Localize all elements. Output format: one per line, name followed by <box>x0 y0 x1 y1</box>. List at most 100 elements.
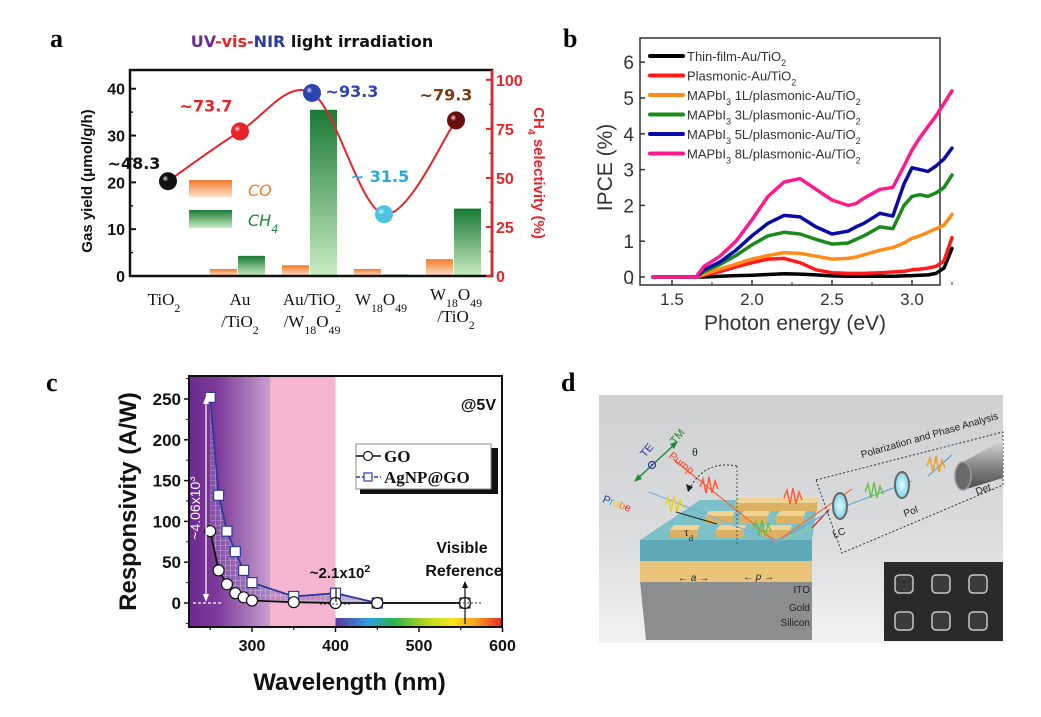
y2-tick-label: 50 <box>496 171 514 188</box>
chart-b-frame <box>639 37 941 286</box>
x-tick-label: 2.5 <box>820 290 844 309</box>
marker-go <box>212 564 225 577</box>
nanoblock-top <box>735 498 765 503</box>
y-axis-label: Responsivity (A/W) <box>115 392 142 611</box>
beams <box>634 441 953 545</box>
angle-arc <box>689 464 738 489</box>
nanoblock <box>735 503 763 511</box>
y-tick-label: 1 <box>623 232 634 253</box>
legend-label: Thin-film-Au/TiO2 <box>687 49 786 68</box>
marker-go <box>287 596 300 609</box>
legend-swatch-ch4 <box>189 210 232 228</box>
y-tick-label: 6 <box>623 53 634 74</box>
y-tick-label: 10 <box>107 222 125 239</box>
gold-layer <box>640 560 812 582</box>
y-tick-label: 100 <box>153 512 181 531</box>
arrow-head <box>203 396 209 404</box>
x-tick-label: 1.5 <box>660 290 684 309</box>
y-tick-label: 150 <box>153 472 181 491</box>
ito-layer <box>640 540 812 561</box>
title-part: NIR <box>254 32 286 51</box>
nanoblock-top <box>776 511 806 516</box>
bar-ch4 <box>238 255 265 276</box>
y-tick-label: 50 <box>162 553 181 572</box>
marker-go <box>220 578 234 591</box>
pol-label: Pol <box>902 505 919 520</box>
selectivity-label: ~79.3 <box>420 85 473 104</box>
category-label: W18O49 <box>355 290 407 315</box>
arrow-head <box>462 581 468 588</box>
x-tick-label: 500 <box>406 638 433 655</box>
nanoblock <box>740 516 768 524</box>
analysis-box <box>815 431 1004 554</box>
selectivity-point-highlight <box>375 205 393 224</box>
probe-label: Probe <box>601 494 633 515</box>
sem-nanoblock <box>894 611 914 631</box>
silicon-layer <box>640 581 812 640</box>
y-tick-label: 5 <box>623 89 634 110</box>
panel-label-c: c <box>46 368 58 397</box>
marker-agnp-go <box>213 489 225 501</box>
a-label: ← a → <box>678 573 709 584</box>
substrate-stack <box>640 500 818 640</box>
marker-agnp-go <box>229 545 241 558</box>
x-tick-label: 300 <box>239 638 266 655</box>
selectivity-point-highlight <box>447 111 465 130</box>
p-label: ← p → <box>743 572 774 583</box>
y-tick-label: 2 <box>623 196 634 217</box>
category-label: Au/TiO2 <box>283 290 341 315</box>
sem-nanoblock <box>968 611 988 631</box>
optics <box>832 440 1003 520</box>
bar-ch4 <box>454 208 481 276</box>
title-part: UV <box>191 32 217 51</box>
legend-box <box>355 443 492 490</box>
legend-label-go: GO <box>384 447 410 466</box>
tm-axis <box>636 444 675 480</box>
sem-inset <box>884 562 1003 641</box>
selectivity-label: ~93.3 <box>326 82 379 101</box>
panel-label-b: b <box>563 24 578 53</box>
selectivity-label: ~ 31.5 <box>351 167 409 186</box>
nanoblock <box>716 530 744 538</box>
pol-element <box>894 471 910 499</box>
y-tick-label: 30 <box>107 129 125 146</box>
panel-label-d: d <box>561 368 576 397</box>
category-label: TiO2 <box>148 290 181 315</box>
series-line-agnp-go <box>209 397 465 604</box>
nanoblock <box>762 503 790 511</box>
selectivity-label: ~73.7 <box>180 96 233 115</box>
chart-c: ~4.06x103 ~2.1x102 Visible Reference @5V 300… <box>115 375 516 696</box>
nanoblock-top <box>762 498 792 503</box>
near-uv-region <box>270 376 336 627</box>
marker-go <box>204 525 217 538</box>
nanoblock-top <box>670 525 700 530</box>
marker-go <box>245 594 259 607</box>
nanoblock <box>762 530 790 538</box>
bar-co <box>210 268 237 276</box>
enhancement-label-400: ~2.1x102 <box>310 563 371 582</box>
marker-go <box>371 596 384 610</box>
title-part: light irradiation <box>285 32 433 51</box>
arrow-head <box>203 594 209 602</box>
tau-label: τd <box>684 525 694 543</box>
y-tick-label: 3 <box>623 161 634 182</box>
marker-agnp-go <box>246 576 258 589</box>
selectivity-point-highlight <box>231 122 249 141</box>
legend-marker-go <box>362 450 374 462</box>
y-axis-label: Gas yield (μmol/g/h) <box>79 109 96 252</box>
title-part: -vis- <box>215 32 254 51</box>
nanoblock-top <box>705 511 735 516</box>
category-label: Au <box>230 290 251 309</box>
legend-label: MAPbI3 5L/plasmonic-Au/TiO2 <box>687 127 861 146</box>
sem-nanoblock <box>968 574 988 594</box>
enhancement-label-uv: ~4.06x103 <box>187 476 204 540</box>
selectivity-label: ~48.3 <box>108 154 161 173</box>
nanoblock <box>789 503 817 511</box>
sem-nanoblock <box>931 574 951 594</box>
legend-marker-agnp-go <box>363 472 373 482</box>
series-line <box>651 89 954 279</box>
legend-label: MAPbI3 8L/plasmonic-Au/TiO2 <box>687 147 861 166</box>
y2-tick-label: 75 <box>496 122 514 139</box>
